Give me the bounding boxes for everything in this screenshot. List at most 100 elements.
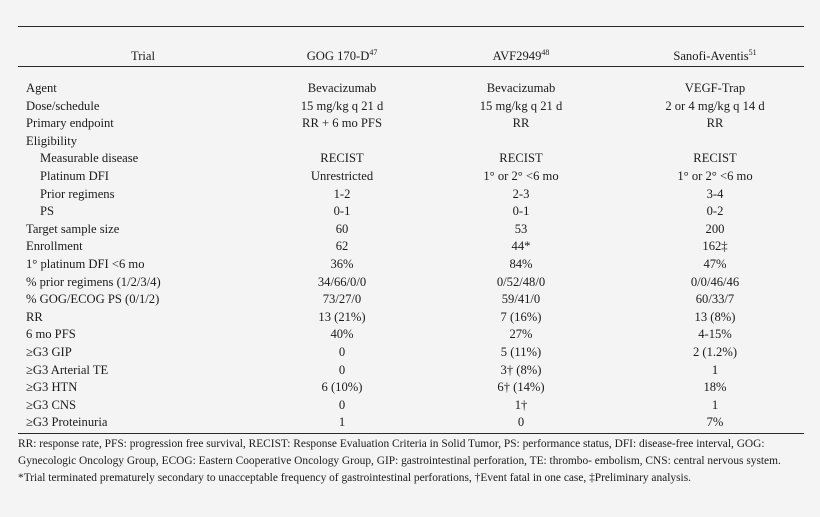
table-cell: 7 (16%) (500, 309, 542, 324)
table-cell: 1-2 (333, 186, 351, 201)
table-cell: 2-3 (512, 186, 530, 201)
table-cell: 0 (338, 344, 346, 359)
table-cell: 60 (335, 221, 349, 236)
table-cell: VEGF-Trap (684, 81, 746, 95)
abbreviations-footnote: RR: response rate, PFS: progression free… (18, 438, 781, 467)
row-label: 1° platinum DFI <6 mo (26, 256, 145, 271)
table-top-rule (18, 26, 804, 27)
table-row: RR 13 (21%) 7 (16%) 13 (8%) (18, 309, 804, 327)
table-cell: 1 (711, 362, 719, 377)
table-cell: 6 (10%) (321, 380, 363, 395)
table-cell: 0-1 (333, 204, 351, 219)
row-label: Primary endpoint (26, 116, 114, 131)
table-row: 1° platinum DFI <6 mo 36% 84% 47% (18, 256, 804, 274)
table-cell: 13 (8%) (694, 309, 736, 324)
table-cell (268, 133, 416, 151)
table-cell: RECIST (499, 151, 543, 166)
table-cell: 84% (509, 256, 533, 271)
table-cell: 27% (509, 327, 533, 342)
header-avf2949: AVF294948 (492, 48, 550, 64)
table-cell: 0 (338, 362, 346, 377)
table-cell: 3-4 (706, 186, 724, 201)
table-cell: RR + 6 mo PFS (302, 116, 382, 131)
header-sanofi-aventis: Sanofi-Aventis51 (673, 48, 757, 64)
table-cell: 162‡ (702, 239, 728, 254)
table-cell: 53 (514, 221, 528, 236)
table-cell: 40% (330, 327, 354, 342)
table-cell: 18% (703, 380, 727, 395)
table-cell: 1 (338, 415, 346, 430)
row-label: % GOG/ECOG PS (0/1/2) (26, 292, 160, 307)
row-label: PS (40, 204, 55, 219)
table-cell: 0-2 (706, 204, 724, 219)
row-label: ≥G3 CNS (26, 397, 76, 412)
row-label: Prior regimens (40, 186, 115, 201)
table-row: ≥G3 Proteinuria 1 0 7% (18, 414, 804, 432)
row-label: Platinum DFI (40, 168, 109, 183)
row-label: Agent (26, 81, 57, 95)
table-row: Enrollment 62 44* 162‡ (18, 238, 804, 256)
table-cell: Unrestricted (310, 168, 374, 183)
table-cell: 60/33/7 (695, 292, 735, 307)
table-cell: 1° or 2° <6 mo (483, 168, 559, 183)
table-cell: 62 (335, 239, 349, 254)
table-cell: Bevacizumab (307, 81, 377, 95)
table-cell: 34/66/0/0 (317, 274, 367, 289)
table-row: ≥G3 CNS 0 1† 1 (18, 397, 804, 415)
table-cell: Bevacizumab (486, 81, 556, 95)
row-label: ≥G3 HTN (26, 380, 78, 395)
table-cell: 1° or 2° <6 mo (677, 168, 753, 183)
table-cell: RECIST (320, 151, 364, 166)
table-cell: 1 (711, 397, 719, 412)
table-row: Target sample size 60 53 200 (18, 221, 804, 239)
table-cell (416, 133, 626, 151)
table-footnotes: RR: response rate, PFS: progression free… (18, 436, 808, 486)
row-label: Eligibility (26, 133, 78, 148)
header-gog-170-d: GOG 170-D47 (306, 48, 378, 64)
table-cell: 3† (8%) (500, 362, 542, 377)
table-cell: 2 or 4 mg/kg q 14 d (665, 98, 765, 113)
row-label: Enrollment (26, 239, 83, 254)
table-row: Platinum DFI Unrestricted 1° or 2° <6 mo 1°… (18, 168, 804, 186)
table-row: % prior regimens (1/2/3/4) 34/66/0/0 0/52/… (18, 274, 804, 292)
table-row: Prior regimens 1-2 2-3 3-4 (18, 186, 804, 204)
table-header-rule (18, 66, 804, 67)
table-row: Primary endpoint RR + 6 mo PFS RR RR (18, 115, 804, 133)
table-cell: RR (706, 116, 724, 131)
table-cell: 44* (511, 239, 531, 254)
table-header-row: Trial GOG 170-D47 AVF294948 Sanofi-Avent… (18, 34, 804, 74)
table-cell: 7% (706, 415, 724, 430)
table-cell: 2 (1.2%) (692, 344, 738, 359)
table-cell: 200 (705, 221, 725, 236)
table-cell: 0/52/48/0 (496, 274, 546, 289)
table-cell: 36% (330, 256, 354, 271)
table-cell: RR (512, 116, 530, 131)
table-cell: RECIST (693, 151, 737, 166)
table-row: ≥G3 HTN 6 (10%) 6† (14%) 18% (18, 379, 804, 397)
table-row: Dose/schedule 15 mg/kg q 21 d 15 mg/kg q 2… (18, 98, 804, 116)
row-label: ≥G3 Arterial TE (26, 362, 109, 377)
table-cell: 15 mg/kg q 21 d (300, 98, 384, 113)
row-label: 6 mo PFS (26, 327, 76, 342)
row-label: Measurable disease (40, 151, 139, 166)
row-label: Dose/schedule (26, 98, 100, 113)
table-cell: 5 (11%) (500, 344, 542, 359)
table-cell: 47% (703, 256, 727, 271)
table-cell: 0 (517, 415, 525, 430)
row-label: % prior regimens (1/2/3/4) (26, 274, 161, 289)
symbols-footnote: *Trial terminated prematurely secondary … (18, 471, 691, 484)
header-trial: Trial (130, 49, 156, 64)
table-row: ≥G3 Arterial TE 0 3† (8%) 1 (18, 362, 804, 380)
table-body: Agent Bevacizumab Bevacizumab VEGF-Trap Dose… (18, 74, 804, 432)
row-label: Target sample size (26, 221, 120, 236)
table-row: ≥G3 GIP 0 5 (11%) 2 (1.2%) (18, 344, 804, 362)
table-cell: 13 (21%) (318, 309, 366, 324)
table-bottom-rule (18, 433, 804, 434)
table-cell: 15 mg/kg q 21 d (479, 98, 563, 113)
table-cell: 73/27/0 (322, 292, 362, 307)
table-cell: 59/41/0 (501, 292, 541, 307)
table-cell: 0-1 (512, 204, 530, 219)
row-label: RR (26, 309, 43, 324)
table-cell: 4-15% (698, 327, 732, 342)
